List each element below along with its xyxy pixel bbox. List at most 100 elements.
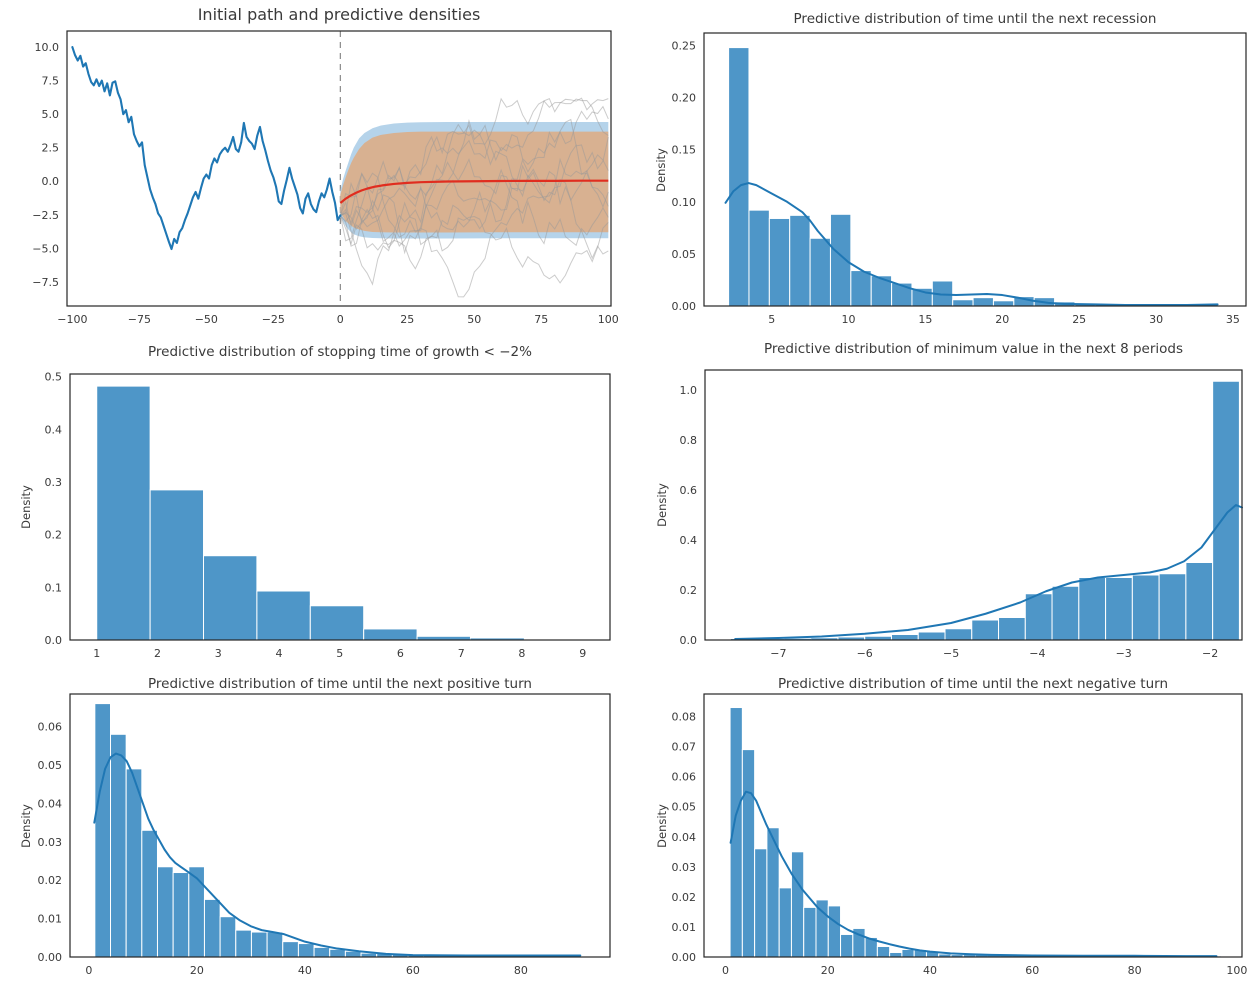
y-axis-label-minimum-value: Density: [655, 483, 669, 527]
histogram-bar: [992, 300, 1015, 307]
axes-spines: [703, 32, 1247, 307]
histogram-bar: [784, 638, 812, 640]
x-tick-label: 2: [154, 647, 161, 660]
histogram-bar: [827, 905, 842, 958]
histogram-bar: [313, 946, 331, 958]
chart-title-minimum-value: Predictive distribution of minimum value…: [763, 341, 1184, 357]
x-tick-label: 5: [336, 647, 343, 660]
x-tick-label: 15: [918, 313, 932, 326]
histogram-bar: [1185, 562, 1214, 641]
kde-line: [729, 790, 1218, 958]
x-tick-label: −6: [857, 647, 873, 660]
histogram-bar: [282, 941, 299, 958]
x-tick-label: 25: [1072, 313, 1086, 326]
sample-path: [339, 118, 609, 249]
y-tick-label: 0.15: [672, 144, 697, 157]
x-tick-label: −100: [57, 313, 87, 326]
y-tick-label: 0.05: [672, 801, 697, 814]
chart-positive-turn: 0 20 40 60 80 0.00 0.01 0.02 0.03 0.04 0.05 0.06: [38, 693, 611, 977]
histogram-bar: [972, 297, 994, 307]
histogram-bar: [110, 733, 127, 958]
x-tick-label: −7: [770, 647, 786, 660]
y-tick-label: 0.01: [38, 913, 63, 926]
predictive-mean-line: [339, 179, 609, 204]
histogram-bar: [917, 631, 946, 641]
histogram-bar: [971, 619, 1000, 641]
histogram-bar: [809, 237, 831, 307]
histogram-bar: [728, 47, 750, 307]
x-tick-label: 4: [276, 647, 283, 660]
chart-minimum-value: −7 −6 −5 −4 −3 −2 0.0 0.2 0.4 0.6 0.8 1.0: [680, 369, 1243, 660]
kde-line: [93, 752, 582, 957]
x-tick-label: 7: [458, 647, 465, 660]
sample-path: [340, 168, 609, 286]
histogram-bar: [1131, 574, 1160, 641]
x-tick-label: 9: [579, 647, 586, 660]
x-tick-label: 50: [467, 313, 481, 326]
y-tick-label: 0.2: [680, 584, 698, 597]
x-tick-label: 1: [93, 647, 100, 660]
y-tick-label: 10.0: [35, 41, 60, 54]
x-tick-label: 0: [85, 964, 92, 977]
histogram-bar: [235, 929, 252, 958]
x-tick-label: 20: [821, 964, 835, 977]
histogram-bar: [141, 829, 158, 958]
chart-title-initial-path: Initial path and predictive densities: [197, 5, 481, 24]
y-tick-label: −7.5: [32, 276, 59, 289]
y-tick-label: 0.5: [45, 371, 63, 384]
histogram-bar: [1212, 380, 1240, 641]
sample-path: [339, 143, 609, 298]
y-axis-label-positive-turn: Density: [19, 804, 33, 848]
histogram-bar: [266, 931, 284, 958]
histogram-bar: [840, 933, 854, 958]
histogram-bar: [890, 634, 919, 641]
sample-path: [340, 97, 609, 216]
histogram-bar: [778, 887, 792, 958]
histogram-bar: [219, 916, 237, 958]
sample-path: [339, 105, 609, 225]
histogram-bar: [188, 866, 205, 958]
y-axis-label-negative-turn: Density: [655, 804, 669, 848]
histogram-bar: [975, 955, 988, 957]
axes-spines: [703, 693, 1243, 958]
axes-spines: [66, 30, 612, 307]
y-tick-label: 0.4: [45, 423, 63, 436]
kde-line: [724, 182, 1219, 306]
histogram-bar: [1024, 593, 1053, 641]
axes-spines: [69, 373, 611, 641]
x-tick-label: 25: [400, 313, 414, 326]
y-tick-label: −5.0: [32, 242, 59, 255]
y-tick-label: 0.6: [680, 484, 698, 497]
histogram-bar: [741, 749, 756, 958]
histogram-bar: [889, 951, 903, 958]
x-tick-label: 40: [923, 964, 937, 977]
histogram-bar: [96, 385, 151, 641]
histogram-bar: [829, 213, 852, 307]
y-tick-label: 0.10: [672, 196, 697, 209]
y-tick-label: 0.02: [38, 874, 63, 887]
histogram-bar: [1158, 573, 1187, 641]
y-tick-label: 0.3: [45, 476, 63, 489]
x-tick-label: 20: [190, 964, 204, 977]
y-tick-label: 5.0: [42, 108, 60, 121]
histogram-bar: [901, 948, 915, 958]
history-path-line: [71, 46, 342, 251]
histogram-bar: [998, 617, 1026, 641]
histogram-bar: [803, 906, 817, 958]
y-tick-label: 2.5: [42, 142, 60, 155]
y-tick-label: 0.8: [680, 434, 698, 447]
histogram-bar: [256, 590, 311, 641]
histogram-bar: [1105, 577, 1133, 641]
kde-line: [734, 504, 1243, 640]
x-tick-label: 60: [406, 964, 420, 977]
y-tick-label: 0.4: [680, 534, 698, 547]
y-tick-label: 0.00: [672, 300, 697, 313]
histogram-bar: [297, 943, 315, 958]
y-tick-label: 0.06: [672, 771, 697, 784]
histogram-bar: [156, 866, 174, 958]
chart-title-negative-turn: Predictive distribution of time until th…: [777, 676, 1169, 692]
histogram-bar: [149, 489, 205, 641]
histogram-bar: [850, 270, 872, 307]
